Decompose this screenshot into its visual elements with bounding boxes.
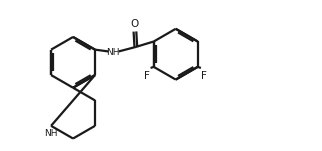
Text: F: F [201,71,207,80]
Text: NH: NH [44,129,58,138]
Text: O: O [131,19,139,29]
Text: F: F [145,71,150,80]
Text: NH: NH [106,48,120,57]
